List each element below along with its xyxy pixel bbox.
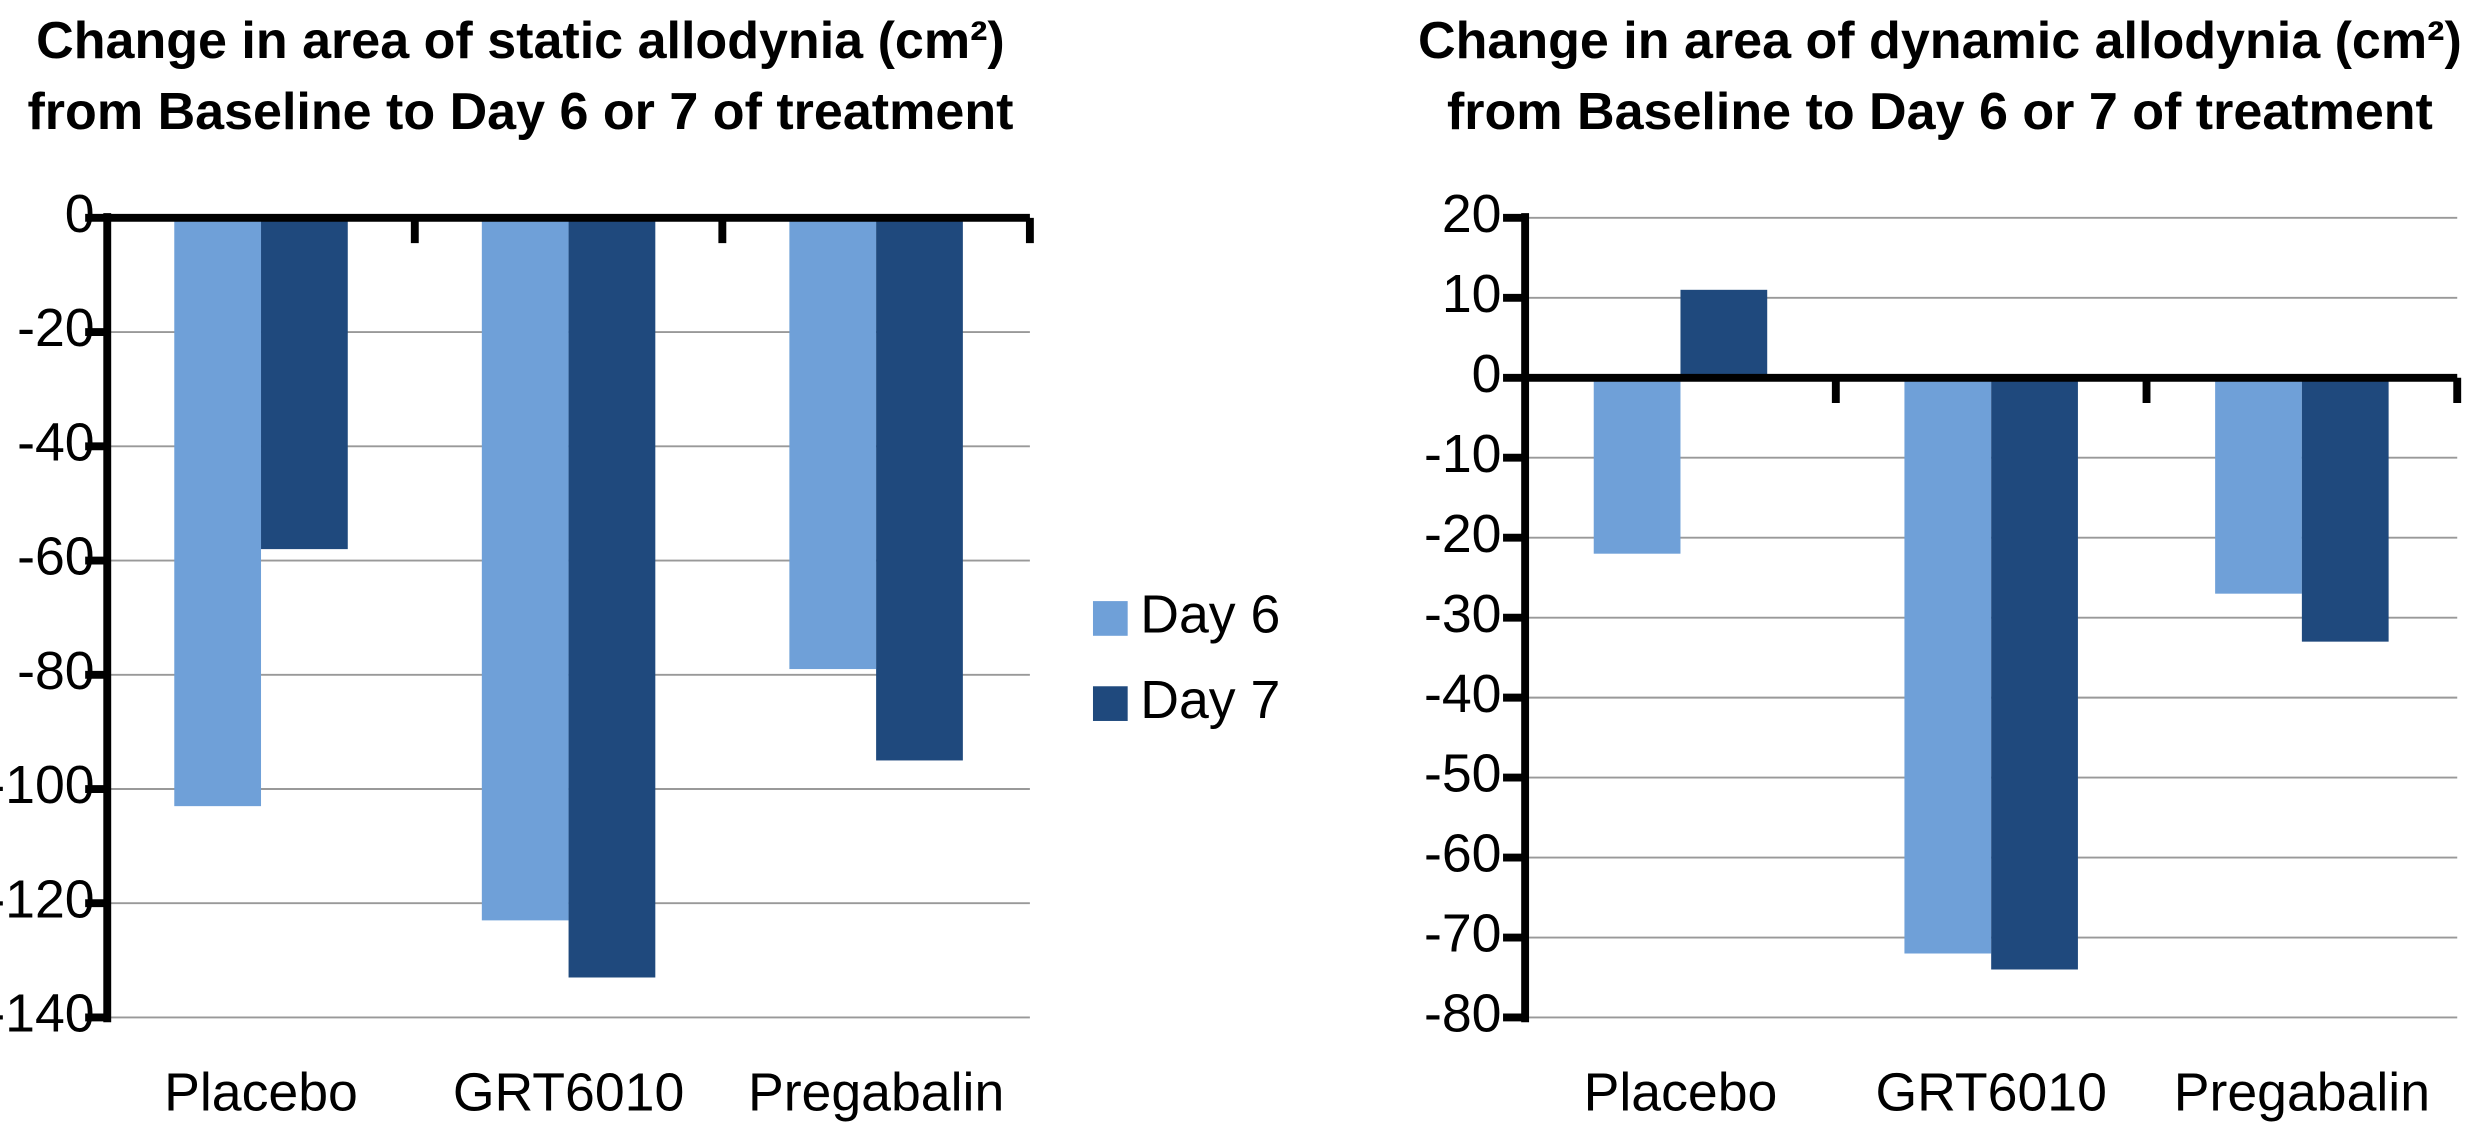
y-tick-label: -50 <box>1424 744 1501 804</box>
legend-label: Day 6 <box>1140 585 1280 645</box>
bar <box>481 217 569 921</box>
y-tick-label: 0 <box>65 184 95 244</box>
y-tick-label: -100 <box>0 755 95 815</box>
bar <box>1593 377 1681 554</box>
y-tick-label: -30 <box>1424 584 1501 644</box>
x-tick-label: Placebo <box>1584 1063 1778 1123</box>
y-tick-label: -20 <box>1424 504 1501 564</box>
legend-label: Day 7 <box>1140 670 1280 730</box>
chart-title: from Baseline to Day 6 or 7 of treatment <box>27 83 1013 141</box>
y-tick-label: -70 <box>1424 904 1501 964</box>
chart-title: from Baseline to Day 6 or 7 of treatment <box>1447 83 2433 141</box>
x-tick-label: Pregabalin <box>748 1063 1004 1123</box>
x-tick-label: GRT6010 <box>453 1063 684 1123</box>
y-tick-label: -120 <box>0 869 95 929</box>
bar <box>789 217 877 670</box>
y-tick-label: -60 <box>1424 824 1501 884</box>
bar <box>1991 377 2078 970</box>
y-tick-label: -40 <box>17 412 94 472</box>
y-tick-label: 10 <box>1442 264 1502 324</box>
bar <box>876 217 963 761</box>
x-tick-label: GRT6010 <box>1875 1063 2106 1123</box>
bar <box>1680 289 1768 378</box>
y-tick-label: 20 <box>1442 184 1502 244</box>
y-tick-label: -20 <box>17 298 94 358</box>
bar <box>1904 377 1992 954</box>
y-tick-label: -60 <box>17 527 94 587</box>
y-tick-label: 0 <box>1472 344 1502 404</box>
bar <box>174 217 262 807</box>
y-tick-label: -40 <box>1424 664 1501 724</box>
legend-swatch <box>1092 601 1128 636</box>
bar <box>261 217 348 550</box>
y-tick-label: -10 <box>1424 424 1501 484</box>
bar <box>568 217 656 978</box>
legend-swatch <box>1092 686 1128 721</box>
bar <box>2301 377 2389 642</box>
chart-title: Change in area of dynamic allodynia (cm²… <box>1418 12 2462 70</box>
x-tick-label: Pregabalin <box>2174 1063 2430 1123</box>
y-tick-label: -80 <box>17 641 94 701</box>
y-tick-label: -80 <box>1424 984 1501 1044</box>
y-tick-label: -140 <box>0 984 95 1044</box>
chart-title: Change in area of static allodynia (cm²) <box>36 12 1005 70</box>
bar <box>2215 377 2302 594</box>
x-tick-label: Placebo <box>164 1063 358 1123</box>
